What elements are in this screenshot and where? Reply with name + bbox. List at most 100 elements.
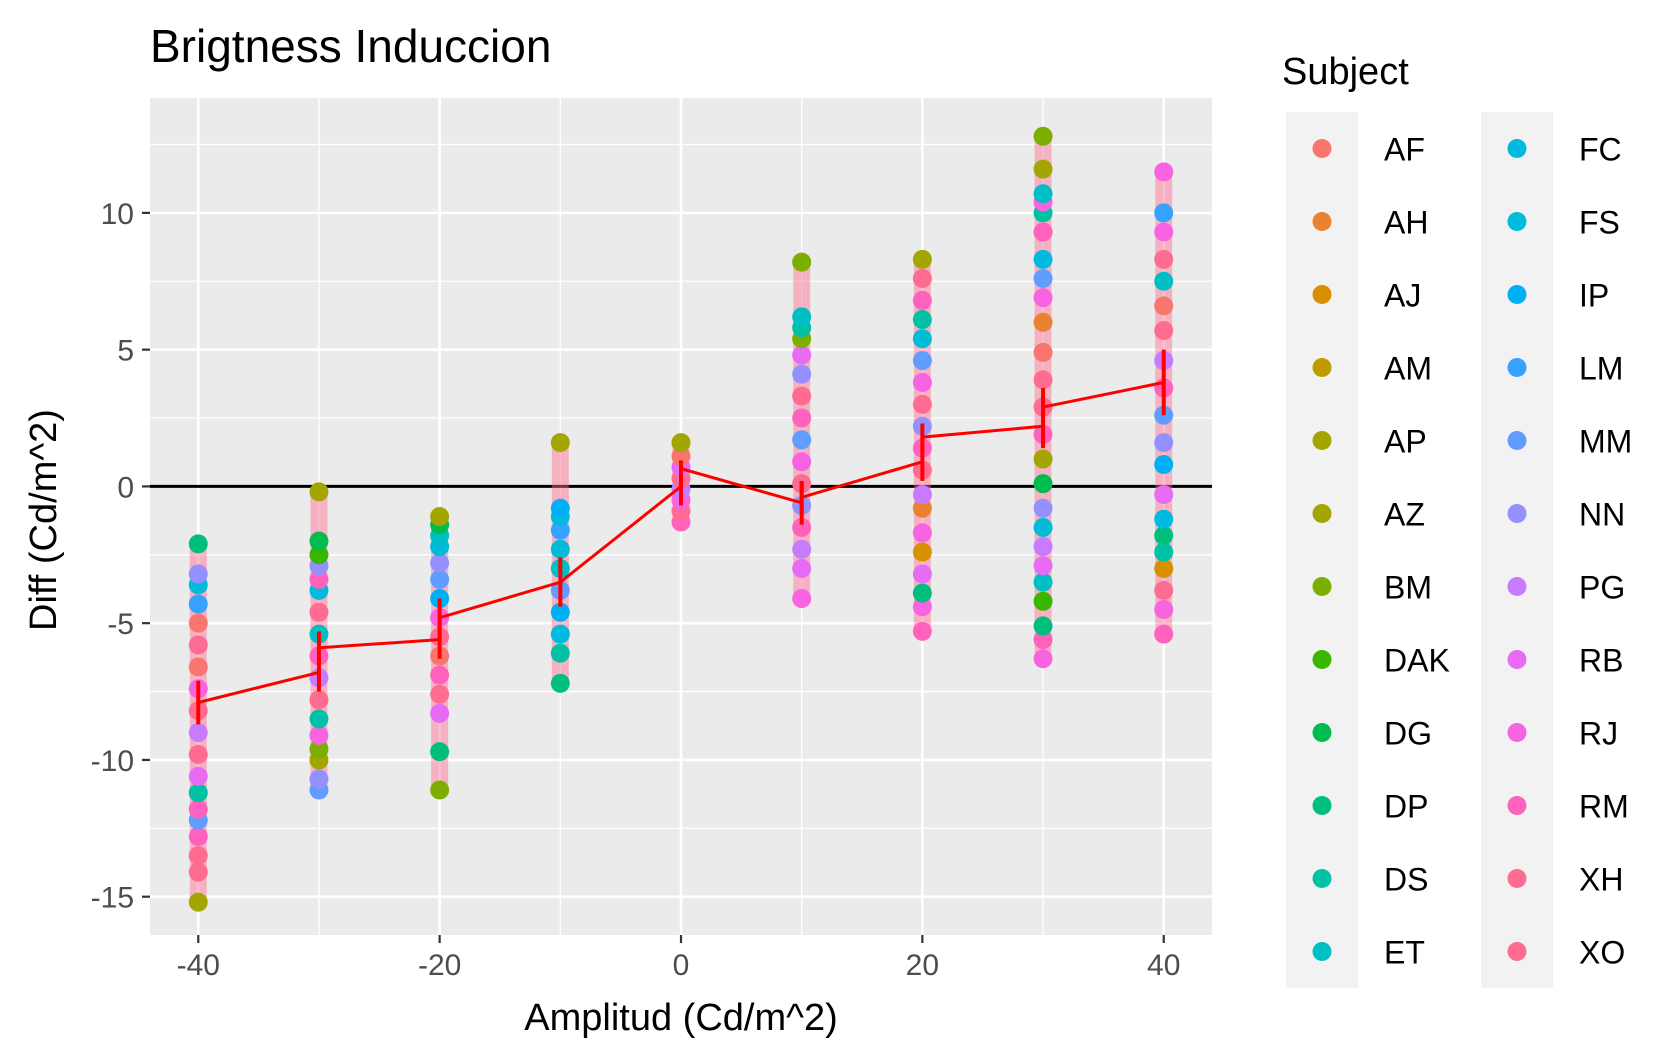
data-point (912, 583, 932, 603)
x-tick-label: 0 (673, 949, 690, 982)
data-point (1033, 498, 1053, 518)
data-point (188, 846, 208, 866)
legend-label-pg: PG (1579, 570, 1625, 606)
legend-label-ah: AH (1384, 205, 1428, 241)
legend-label-af: AF (1384, 132, 1425, 168)
legend-label-et: ET (1384, 935, 1425, 971)
data-point (1033, 537, 1053, 557)
legend-key-dg (1312, 723, 1332, 742)
data-point (309, 739, 329, 759)
data-point (309, 690, 329, 710)
data-point (912, 269, 932, 289)
data-point (188, 862, 208, 882)
data-point (1154, 271, 1174, 291)
data-point (1033, 630, 1053, 650)
data-point (430, 742, 450, 762)
data-point (912, 394, 932, 414)
data-point (912, 372, 932, 392)
data-point (1033, 184, 1053, 204)
y-axis-label: Diff (Cd/m^2) (23, 409, 65, 631)
data-point (188, 827, 208, 847)
y-tick-label: -5 (107, 608, 134, 641)
data-point (912, 290, 932, 310)
legend-key-mm (1507, 431, 1527, 450)
data-point (430, 665, 450, 685)
legend-key-fs (1507, 212, 1527, 231)
legend-key-lm (1507, 358, 1527, 377)
data-point (1033, 649, 1053, 669)
data-point (188, 534, 208, 554)
data-point (430, 569, 450, 589)
y-tick-label: 0 (117, 471, 134, 504)
data-point (912, 564, 932, 584)
data-point (1033, 126, 1053, 146)
data-point (550, 602, 570, 622)
data-point (1033, 556, 1053, 576)
data-point (309, 709, 329, 729)
legend-label-nn: NN (1579, 497, 1625, 533)
data-point (1154, 485, 1174, 505)
data-point (671, 446, 691, 466)
data-point (1154, 296, 1174, 316)
data-point (1033, 342, 1053, 362)
data-point (1154, 600, 1174, 619)
data-point (792, 408, 812, 428)
legend-key-aj (1312, 285, 1332, 304)
data-point (309, 725, 329, 745)
legend: Subject AF AH AJ AM AP AZ BM DAK DG DP DS ET FC FS IP L… (1282, 51, 1632, 988)
legend-label-fs: FS (1579, 205, 1620, 241)
data-point (1154, 222, 1174, 242)
data-point (1154, 249, 1174, 269)
data-point (792, 252, 812, 272)
data-point (912, 485, 932, 505)
legend-key-background (1286, 112, 1358, 988)
data-point (188, 594, 208, 614)
data-point (792, 307, 812, 327)
legend-key-dak (1312, 650, 1332, 669)
legend-label-rm: RM (1579, 789, 1629, 825)
data-point (188, 635, 208, 655)
data-point (1033, 249, 1053, 269)
legend-label-dak: DAK (1384, 643, 1450, 679)
data-point (430, 780, 450, 800)
data-point (1154, 321, 1174, 340)
data-point (1154, 162, 1174, 182)
x-tick-label: -20 (418, 949, 461, 982)
legend-key-am (1312, 358, 1332, 377)
legend-label-aj: AJ (1384, 278, 1421, 314)
data-point (1033, 616, 1053, 636)
data-point (912, 249, 932, 269)
data-point (792, 386, 812, 406)
data-point (550, 539, 570, 559)
data-point (912, 351, 932, 371)
data-point (550, 673, 570, 693)
data-point (188, 799, 208, 819)
legend-key-az (1312, 504, 1332, 523)
data-point (188, 744, 208, 764)
legend-key-xh (1507, 869, 1527, 888)
data-point (430, 684, 450, 704)
legend-label-dp: DP (1384, 789, 1428, 825)
y-tick-label: -15 (91, 882, 134, 915)
legend-key-background (1481, 112, 1553, 988)
data-point (792, 430, 812, 450)
data-point (1033, 159, 1053, 179)
legend-label-bm: BM (1384, 570, 1432, 606)
x-tick-label: -40 (177, 949, 220, 982)
data-point (1033, 572, 1053, 592)
plot-panel (150, 98, 1212, 935)
y-tick-label: 5 (117, 335, 134, 368)
legend-label-dg: DG (1384, 716, 1432, 752)
data-point (309, 769, 329, 789)
legend-label-fc: FC (1579, 132, 1622, 168)
legend-label-am: AM (1384, 351, 1432, 387)
data-point (1154, 558, 1174, 578)
data-point (1154, 580, 1174, 600)
legend-key-xo (1507, 942, 1527, 961)
data-point (1033, 288, 1053, 308)
data-point (550, 624, 570, 644)
data-point (1154, 433, 1174, 453)
legend-key-et (1312, 942, 1332, 961)
